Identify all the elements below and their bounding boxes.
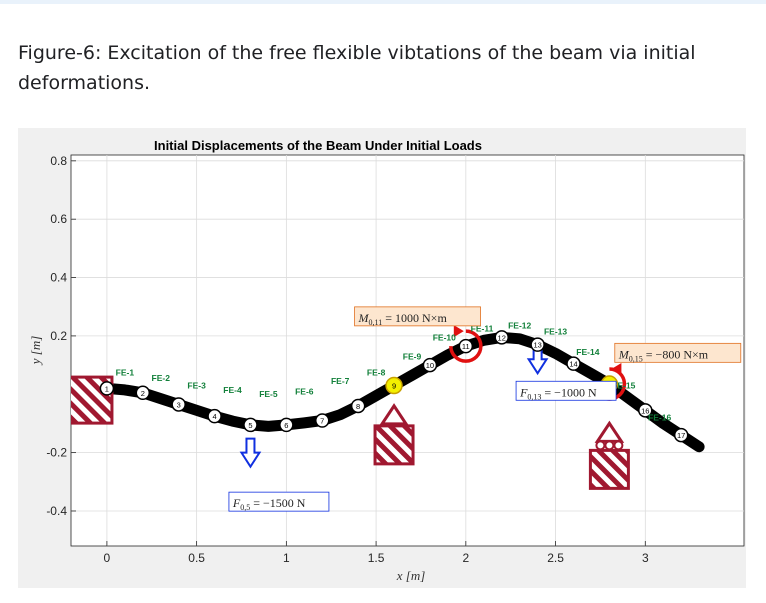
y-tick-label: -0.2: [46, 446, 67, 460]
element-label: FE-12: [508, 321, 531, 331]
x-tick-label: 2: [462, 551, 469, 565]
figure-caption: Figure-6: Excitation of the free flexibl…: [18, 42, 696, 94]
element-label: FE-14: [576, 347, 599, 357]
load-label-text: F0,13 = −1000 N: [519, 385, 597, 401]
element-label: FE-6: [295, 386, 314, 396]
y-tick-label: 0.6: [50, 212, 67, 226]
element-label: FE-5: [259, 389, 278, 399]
top-border: [0, 0, 766, 4]
x-tick-label: 1.5: [368, 551, 385, 565]
x-tick-label: 2.5: [547, 551, 564, 565]
element-label: FE-2: [152, 373, 171, 383]
x-tick-label: 0.5: [188, 551, 205, 565]
element-label: FE-4: [223, 385, 242, 395]
node-label: 13: [533, 341, 541, 350]
element-label: FE-9: [403, 351, 422, 361]
support-triangle: [379, 403, 409, 426]
roller-support-15: [588, 448, 630, 490]
element-label: FE-3: [187, 380, 206, 390]
element-label: FE-1: [116, 367, 135, 377]
node-label: 5: [248, 421, 252, 430]
element-label: FE-15: [612, 380, 635, 390]
load-label-box: [354, 306, 481, 327]
node-label: 3: [177, 400, 181, 409]
node-label: 11: [462, 342, 470, 351]
plot-content: 1234567891011121314151617FE-1FE-2FE-3FE-…: [71, 306, 742, 512]
node-marker: [673, 427, 689, 443]
node-label: 17: [677, 431, 685, 440]
axis-ticks: 0 0.5 1 1.5 2 2.5 3 -0.4 -0.2 0.2 0.4 0.6 0.8: [46, 154, 649, 565]
node-marker: [530, 337, 545, 352]
moment-arrowhead: [453, 325, 464, 338]
node-label: 2: [141, 389, 145, 398]
y-tick-label: 0.2: [50, 329, 67, 343]
load-label-box: [228, 491, 330, 512]
pin-support-9: [373, 424, 415, 466]
element-label: FE-16: [648, 413, 671, 423]
node-marker: [207, 408, 222, 424]
load-label-text: M0,15 = −800 N×m: [618, 347, 709, 363]
figure-panel: 0 0.5 1 1.5 2 2.5 3 -0.4 -0.2 0.2 0.4 0.6 0.8 Initia…: [18, 128, 746, 588]
load-label-box: [614, 342, 742, 363]
node-marker: [422, 357, 438, 373]
load-label-text: M0,11 = 1000 N×m: [358, 311, 448, 327]
element-label: FE-10: [433, 332, 456, 342]
node-marker: [315, 413, 330, 428]
node-label: 1: [105, 384, 109, 393]
y-tick-label: 0.8: [50, 154, 67, 168]
node-marker: [566, 356, 581, 371]
node-label: 14: [569, 360, 577, 369]
load-label-text: F0,5 = −1500 N: [232, 496, 306, 512]
x-tick-label: 0: [104, 551, 111, 565]
node-marker: [350, 398, 366, 414]
element-label: FE-8: [367, 367, 386, 377]
load-label-15: M0,15 = −800 N×m: [614, 342, 742, 363]
load-label-13: F0,13 = −1000 N: [515, 380, 617, 401]
load-label-11: M0,11 = 1000 N×m: [354, 306, 481, 327]
element-label: FE-7: [331, 376, 350, 386]
node-marker: [385, 376, 403, 395]
load-label-box: [515, 380, 617, 401]
node-label: 10: [426, 361, 434, 370]
node-label: 8: [356, 402, 360, 411]
node-marker: [638, 403, 653, 418]
element-label: FE-13: [544, 326, 567, 336]
node-marker: [279, 417, 294, 433]
x-axis-label: x [m]: [396, 568, 426, 583]
node-label: 16: [641, 406, 649, 415]
node-marker: [494, 330, 509, 345]
node-label: 4: [212, 412, 216, 421]
node-label: 6: [284, 421, 288, 430]
moment-arrow-11: [449, 329, 483, 363]
y-tick-label: -0.4: [46, 504, 67, 518]
x-tick-label: 1: [283, 551, 290, 565]
node-label: 12: [498, 333, 506, 342]
element-label: FE-11: [471, 324, 494, 334]
y-tick-label: 0.4: [50, 271, 67, 285]
x-tick-label: 3: [642, 551, 649, 565]
beam-chart: 0 0.5 1 1.5 2 2.5 3 -0.4 -0.2 0.2 0.4 0.6 0.8 Initia…: [28, 138, 745, 583]
roller-wheel: [613, 440, 624, 451]
node-label: 9: [392, 382, 396, 391]
node-marker: [99, 381, 115, 396]
moment-arrowhead: [611, 363, 622, 376]
node-marker: [243, 417, 258, 433]
node-label: 7: [320, 417, 324, 426]
chart-title: Initial Displacements of the Beam Under …: [154, 138, 482, 153]
load-label-5: F0,5 = −1500 N: [228, 491, 330, 512]
roller-wheel: [604, 440, 615, 451]
y-axis-label: y [m]: [28, 336, 43, 367]
node-marker: [135, 385, 151, 401]
node-marker: [171, 397, 186, 412]
force-arrow-5: [239, 437, 262, 469]
roller-wheel: [595, 440, 606, 451]
node-marker: [458, 338, 474, 354]
